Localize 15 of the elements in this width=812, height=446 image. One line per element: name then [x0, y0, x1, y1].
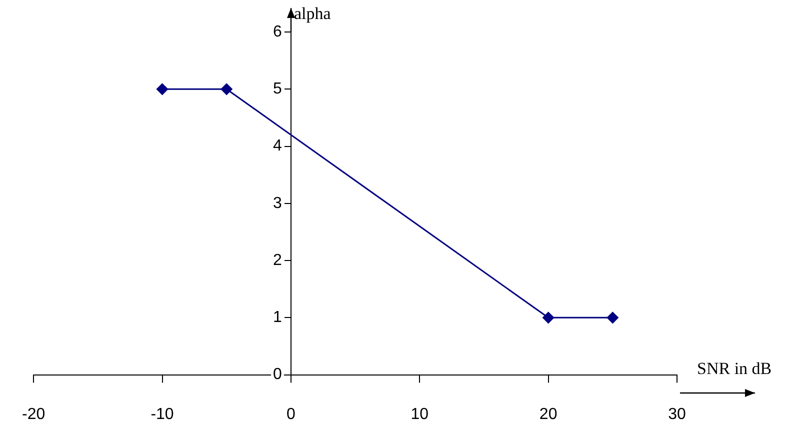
y-tick-label: 3 [273, 194, 282, 212]
x-tick-label: 20 [539, 406, 558, 423]
y-tick-label: 6 [273, 23, 282, 40]
x-tick-label: -10 [150, 406, 174, 423]
y-tick-label: 2 [273, 252, 282, 269]
x-tick-label: -20 [22, 406, 46, 423]
y-tick-label: 5 [273, 80, 282, 98]
x-tick-label: 10 [410, 406, 429, 423]
x-tick-label: 30 [668, 406, 686, 423]
y-tick-label: 0 [273, 366, 282, 384]
x-tick-label: 0 [286, 406, 296, 423]
x-axis-title: SNR in dB [697, 358, 772, 379]
y-axis-title: alpha [294, 4, 331, 24]
y-tick-label: 1 [273, 309, 282, 326]
y-tick-label: 4 [273, 138, 282, 155]
